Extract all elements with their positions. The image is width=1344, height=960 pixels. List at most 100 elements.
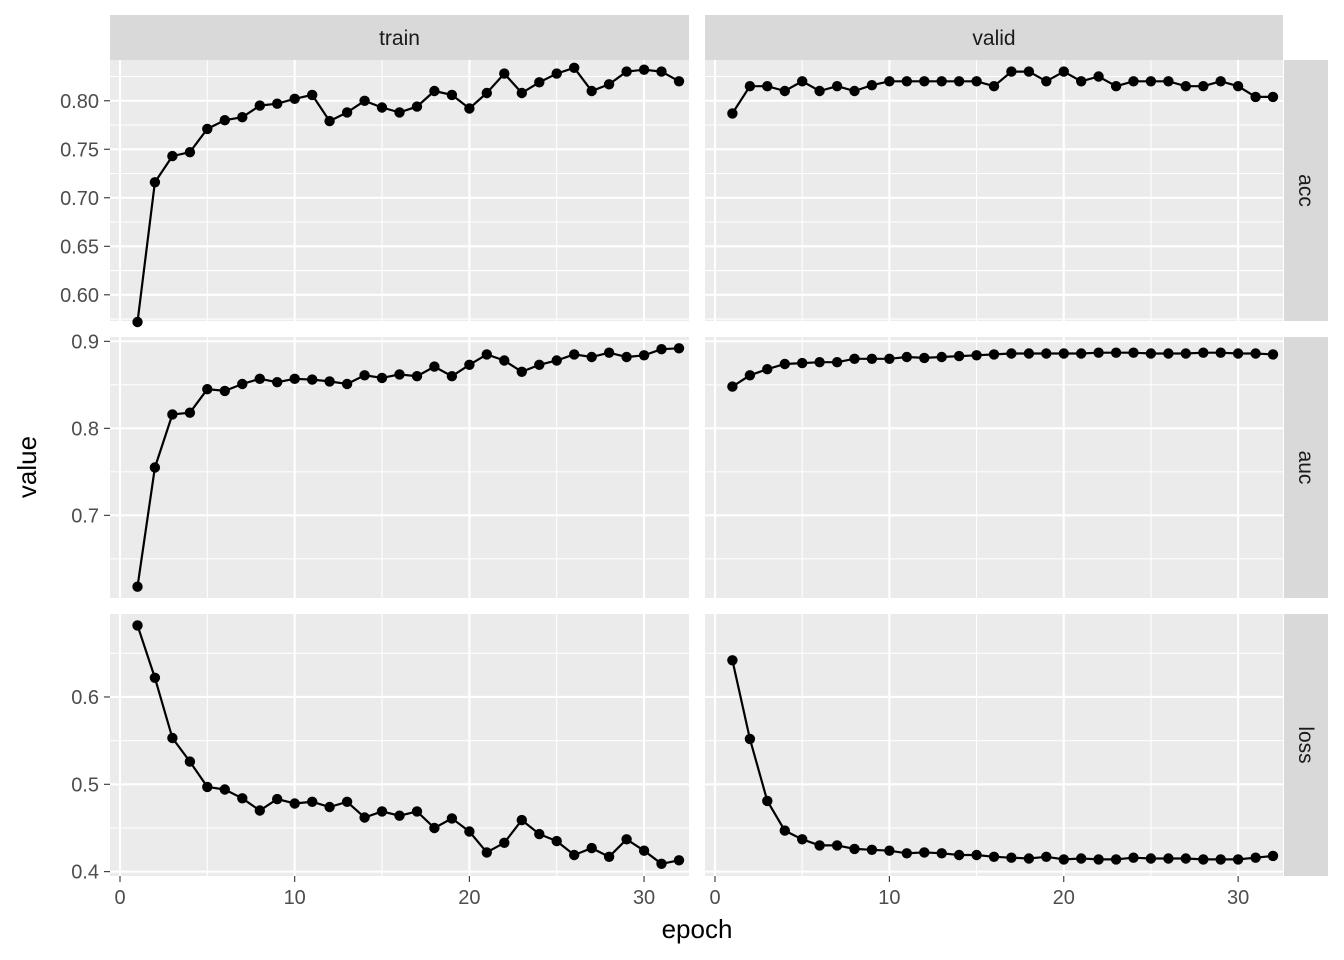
data-point	[1110, 81, 1122, 92]
data-point	[1110, 347, 1122, 358]
data-point	[971, 849, 982, 861]
x-tick-label: 10	[878, 887, 900, 909]
data-point	[254, 100, 265, 111]
data-point	[1180, 81, 1192, 92]
strip-label-auc: auc	[1294, 451, 1317, 485]
data-point	[551, 68, 562, 79]
data-point	[569, 349, 580, 360]
data-point	[744, 733, 756, 745]
strip-label-acc: acc	[1294, 174, 1317, 207]
data-point	[621, 66, 632, 77]
data-series	[132, 62, 1279, 869]
data-point	[831, 357, 843, 368]
data-point	[324, 376, 335, 387]
data-point	[1076, 348, 1087, 359]
data-point	[167, 732, 178, 744]
data-point	[219, 784, 230, 795]
data-point	[638, 64, 650, 75]
data-point	[1232, 854, 1244, 865]
data-point	[1006, 348, 1017, 359]
data-point	[762, 795, 773, 807]
data-point	[814, 357, 825, 368]
data-point	[866, 844, 878, 855]
gridlines	[110, 60, 1283, 876]
data-point	[481, 847, 492, 858]
data-point	[919, 847, 930, 858]
data-point	[919, 76, 930, 87]
data-point	[1058, 854, 1070, 865]
data-point	[237, 112, 248, 123]
strip-label-loss: loss	[1294, 726, 1317, 763]
y-tick-label: 0.5	[71, 774, 99, 796]
data-point	[1006, 66, 1017, 77]
data-point	[149, 672, 161, 683]
data-point	[1006, 852, 1017, 863]
data-point	[167, 409, 178, 420]
data-point	[132, 620, 143, 631]
y-tick-label: 0.9	[71, 331, 99, 353]
data-point	[1128, 852, 1139, 863]
data-point	[762, 81, 773, 92]
data-point	[202, 384, 213, 395]
data-point	[901, 76, 912, 87]
data-point	[481, 349, 492, 360]
data-point	[341, 378, 353, 390]
data-point	[884, 353, 895, 364]
data-point	[359, 812, 370, 823]
data-point	[464, 359, 475, 370]
strip-auc	[1284, 337, 1328, 598]
data-point	[1023, 853, 1035, 864]
strip-train	[110, 15, 689, 60]
data-point	[446, 813, 458, 824]
data-point	[254, 373, 265, 384]
data-point	[727, 381, 738, 392]
y-tick-label: 0.4	[71, 862, 99, 884]
y-tick-label: 0.60	[60, 285, 99, 307]
data-point	[673, 343, 685, 354]
data-point	[184, 756, 196, 767]
data-point	[184, 407, 196, 418]
y-tick-label: 0.80	[60, 91, 99, 113]
data-point	[656, 344, 667, 355]
data-point	[831, 81, 843, 92]
data-point	[744, 81, 756, 92]
data-point	[1041, 76, 1052, 87]
data-point	[971, 350, 982, 361]
data-point	[359, 370, 370, 381]
data-point	[1145, 76, 1157, 87]
data-point	[1076, 76, 1087, 87]
y-tick-label: 0.6	[71, 687, 99, 709]
data-point	[744, 370, 756, 381]
panel-valid-acc	[705, 60, 1283, 321]
data-point	[324, 115, 335, 127]
data-point	[656, 66, 667, 77]
data-point	[866, 353, 878, 364]
data-point	[167, 150, 178, 162]
y-tick-label: 0.7	[71, 505, 99, 527]
data-point	[603, 79, 615, 90]
data-point	[953, 849, 965, 861]
y-axis-title: value	[12, 436, 42, 498]
data-point	[132, 581, 143, 592]
data-point	[1180, 348, 1192, 359]
data-point	[219, 115, 230, 126]
data-point	[1215, 854, 1226, 865]
data-point	[254, 805, 265, 816]
data-point	[272, 98, 283, 109]
data-point	[1198, 81, 1209, 92]
data-point	[727, 108, 738, 119]
facet-strips: train valid acc auc loss	[110, 15, 1328, 876]
data-point	[1215, 76, 1226, 87]
data-point	[1093, 71, 1104, 82]
data-point	[988, 81, 1000, 92]
panel-valid-auc	[705, 337, 1283, 598]
data-point	[603, 347, 615, 358]
data-point	[1163, 348, 1174, 359]
data-point	[569, 849, 580, 861]
data-point	[1128, 347, 1139, 358]
data-point	[272, 793, 283, 805]
data-point	[1145, 853, 1157, 864]
data-point	[1110, 854, 1122, 865]
data-point	[1023, 348, 1035, 359]
data-point	[779, 358, 790, 370]
